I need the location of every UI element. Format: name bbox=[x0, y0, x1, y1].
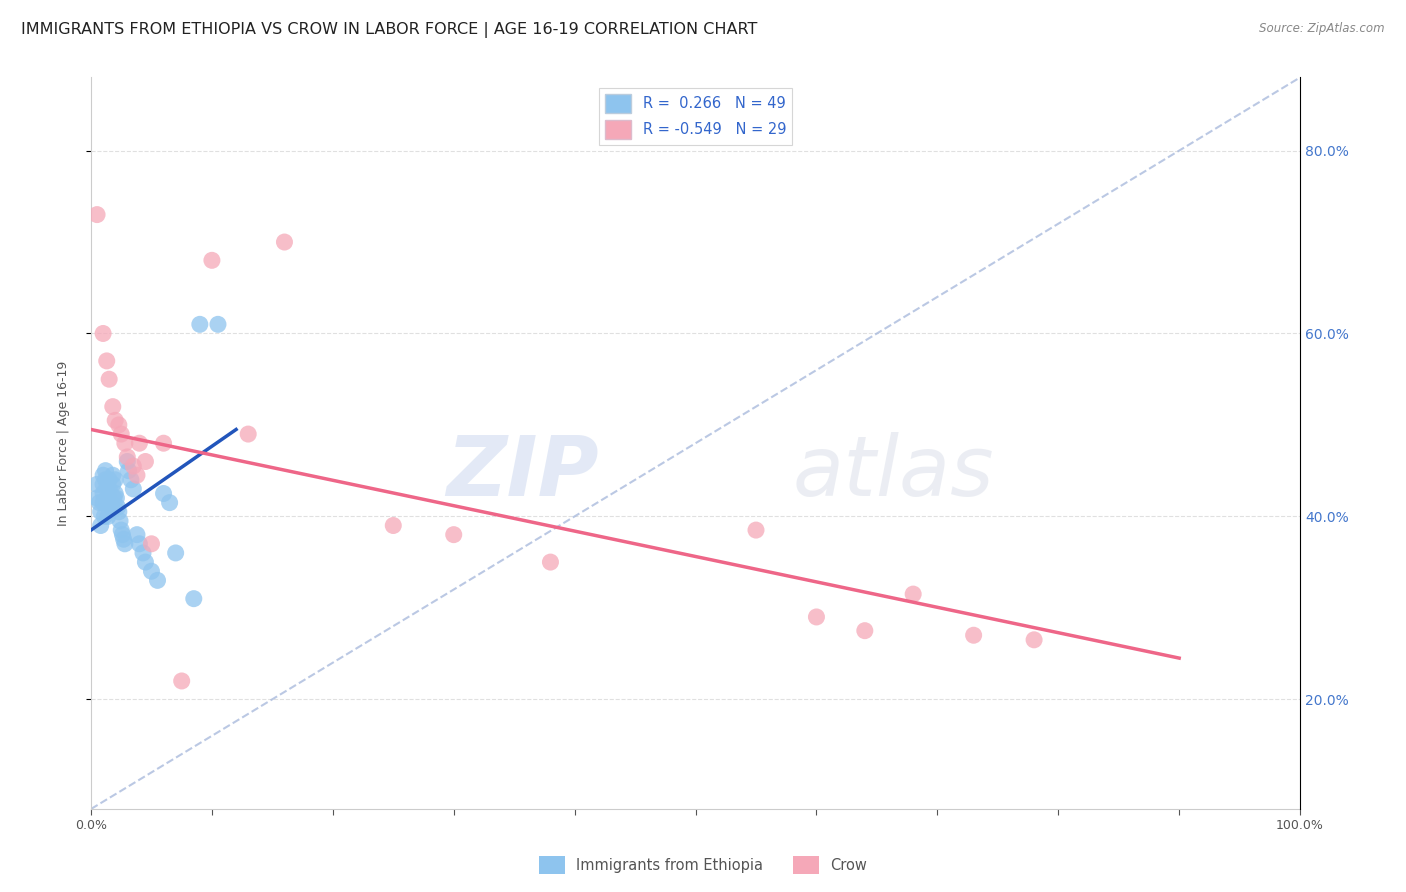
Point bbox=[91, 326, 114, 341]
Point bbox=[111, 527, 134, 541]
Point bbox=[117, 454, 139, 468]
Point bbox=[105, 491, 128, 505]
Point bbox=[1022, 632, 1045, 647]
Point bbox=[97, 509, 120, 524]
Point bbox=[962, 628, 984, 642]
Point bbox=[98, 372, 121, 386]
Point bbox=[108, 514, 131, 528]
Point bbox=[152, 436, 174, 450]
Point bbox=[94, 464, 117, 478]
Point bbox=[110, 523, 132, 537]
Point bbox=[806, 610, 828, 624]
Point bbox=[122, 482, 145, 496]
Point bbox=[101, 477, 124, 491]
Point bbox=[117, 464, 139, 478]
Point bbox=[159, 496, 181, 510]
Point bbox=[134, 555, 156, 569]
Legend: Immigrants from Ethiopia, Crow: Immigrants from Ethiopia, Crow bbox=[533, 850, 873, 880]
Point bbox=[117, 450, 139, 464]
Point bbox=[238, 427, 260, 442]
Text: IMMIGRANTS FROM ETHIOPIA VS CROW IN LABOR FORCE | AGE 16-19 CORRELATION CHART: IMMIGRANTS FROM ETHIOPIA VS CROW IN LABO… bbox=[21, 22, 758, 38]
Point bbox=[443, 527, 465, 541]
Point bbox=[101, 400, 124, 414]
Point bbox=[86, 477, 108, 491]
Point bbox=[94, 473, 117, 487]
Point bbox=[90, 505, 112, 519]
Text: Source: ZipAtlas.com: Source: ZipAtlas.com bbox=[1260, 22, 1385, 36]
Point bbox=[86, 491, 108, 505]
Point bbox=[273, 235, 295, 249]
Point bbox=[152, 486, 174, 500]
Legend: R =  0.266   N = 49, R = -0.549   N = 29: R = 0.266 N = 49, R = -0.549 N = 29 bbox=[599, 88, 792, 145]
Point bbox=[141, 537, 163, 551]
Point bbox=[188, 318, 211, 332]
Point bbox=[853, 624, 876, 638]
Point bbox=[745, 523, 768, 537]
Point bbox=[170, 673, 193, 688]
Point bbox=[90, 518, 112, 533]
Point bbox=[146, 574, 169, 588]
Point bbox=[98, 496, 121, 510]
Point bbox=[120, 473, 142, 487]
Point bbox=[108, 417, 131, 432]
Point bbox=[98, 491, 121, 505]
Point bbox=[128, 436, 150, 450]
Point bbox=[122, 459, 145, 474]
Point bbox=[96, 482, 118, 496]
Point bbox=[96, 354, 118, 368]
Point bbox=[100, 500, 122, 515]
Point bbox=[382, 518, 405, 533]
Point bbox=[104, 486, 127, 500]
Point bbox=[201, 253, 224, 268]
Point bbox=[91, 486, 114, 500]
Point bbox=[104, 473, 127, 487]
Point bbox=[103, 491, 125, 505]
Point bbox=[114, 436, 136, 450]
Point bbox=[125, 468, 148, 483]
Point bbox=[141, 564, 163, 578]
Point bbox=[91, 496, 114, 510]
Point bbox=[183, 591, 205, 606]
Point bbox=[91, 468, 114, 483]
Point bbox=[132, 546, 155, 560]
Point bbox=[125, 527, 148, 541]
Point bbox=[107, 500, 129, 515]
Point bbox=[165, 546, 187, 560]
Point bbox=[207, 318, 229, 332]
Point bbox=[93, 509, 115, 524]
Point bbox=[901, 587, 924, 601]
Point bbox=[110, 427, 132, 442]
Point bbox=[134, 454, 156, 468]
Point bbox=[91, 477, 114, 491]
Point bbox=[112, 533, 135, 547]
Point bbox=[98, 473, 121, 487]
Y-axis label: In Labor Force | Age 16-19: In Labor Force | Age 16-19 bbox=[58, 360, 70, 526]
Text: ZIP: ZIP bbox=[446, 432, 599, 513]
Point bbox=[128, 537, 150, 551]
Point bbox=[108, 505, 131, 519]
Point bbox=[540, 555, 562, 569]
Point bbox=[101, 468, 124, 483]
Text: atlas: atlas bbox=[792, 432, 994, 513]
Point bbox=[96, 496, 118, 510]
Point bbox=[104, 413, 127, 427]
Point bbox=[89, 496, 111, 510]
Point bbox=[114, 537, 136, 551]
Point bbox=[86, 208, 108, 222]
Point bbox=[98, 482, 121, 496]
